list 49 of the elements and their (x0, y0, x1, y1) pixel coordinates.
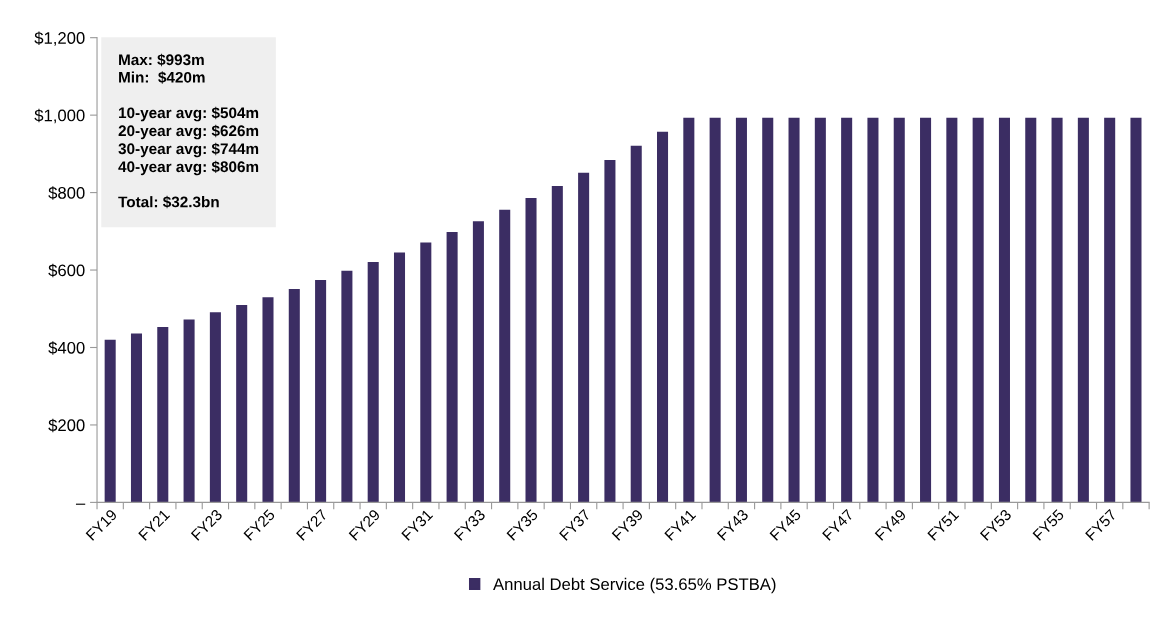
bar (420, 242, 432, 503)
bar (130, 333, 142, 503)
bar (788, 117, 800, 503)
bar (709, 117, 721, 503)
y-tick-label: $200 (48, 418, 85, 433)
bar (1025, 117, 1037, 503)
y-tick-label: $800 (48, 186, 85, 200)
bar (499, 209, 511, 503)
bar (867, 117, 879, 503)
legend-label: Annual Debt Service (53.65% PSTBA) (493, 577, 776, 594)
bar (472, 221, 484, 503)
bar (657, 131, 669, 503)
bar (236, 304, 248, 503)
bar (814, 117, 826, 503)
bar (104, 339, 116, 503)
bar (920, 117, 932, 503)
y-tick-label: $400 (48, 341, 85, 355)
text: Max: $993m Min: $420m 10-year avg: $504m 20-year avg: $626m 30-year avg: $744m 40-year avg: $806m Total: $32.3bn (118, 53, 259, 209)
bar (209, 312, 221, 503)
bar (446, 232, 458, 503)
bar (762, 117, 774, 503)
bar (683, 117, 695, 503)
y-tick-label: $1,000 (34, 108, 85, 124)
bar (972, 117, 984, 503)
bar (1130, 117, 1142, 503)
bar (367, 261, 379, 503)
bar (998, 117, 1010, 503)
bar (578, 172, 590, 503)
bar (525, 198, 537, 503)
y-tick-label: $600 (48, 263, 85, 278)
bar (183, 319, 195, 503)
bar (735, 117, 747, 503)
bar (893, 117, 905, 503)
bar (604, 160, 616, 503)
bar (157, 326, 169, 503)
y-tick-label: – (75, 503, 86, 505)
bar (1051, 117, 1063, 503)
bar (1077, 117, 1089, 503)
bar (393, 252, 406, 503)
bar (315, 280, 327, 503)
bar (551, 186, 563, 503)
bar (341, 270, 353, 503)
bar (946, 117, 958, 503)
bar (630, 145, 642, 503)
bar (288, 289, 300, 503)
y-tick-label: $1,200 (34, 31, 85, 46)
bar (841, 117, 853, 503)
bar (1104, 117, 1116, 503)
bar (262, 297, 274, 503)
